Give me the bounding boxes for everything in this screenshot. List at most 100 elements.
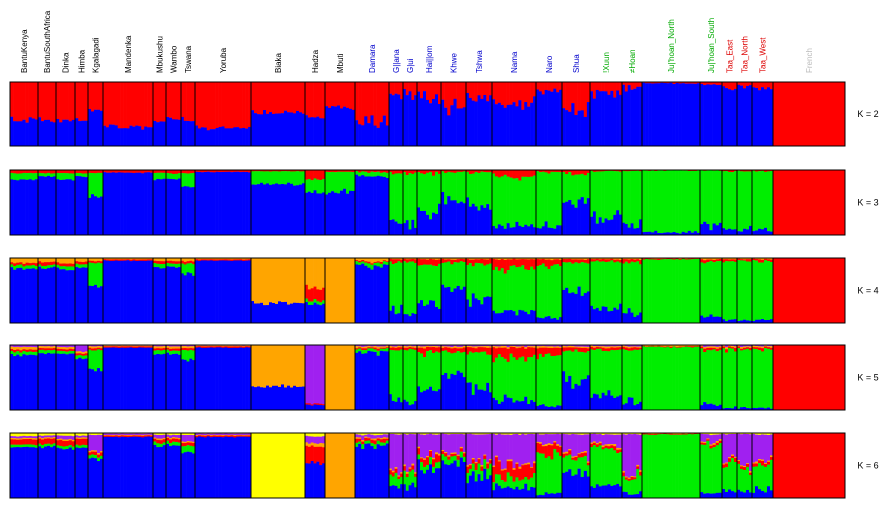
admixture-segment [56,179,60,236]
admixture-segment [382,442,387,446]
admixture-segment [521,226,525,236]
admixture-segment [435,306,439,324]
admixture-segment [91,435,95,451]
admixture-segment [328,170,332,173]
admixture-segment [100,258,104,262]
admixture-segment [592,393,597,411]
admixture-segment [474,206,478,236]
admixture-segment [192,82,196,122]
admixture-segment [310,170,314,181]
admixture-segment [533,354,537,403]
admixture-segment [389,93,393,147]
admixture-segment [373,345,377,347]
admixture-segment [50,447,54,499]
admixture-segment [408,348,412,406]
admixture-segment [559,405,563,411]
admixture-segment [227,258,231,260]
admixture-segment [200,127,205,147]
admixture-segment [397,475,401,477]
admixture-segment [494,483,499,499]
admixture-segment [296,302,300,324]
admixture-segment [147,347,151,411]
admixture-segment [111,345,116,347]
admixture-segment [138,434,142,436]
admixture-segment [821,345,825,411]
admixture-segment [305,170,309,180]
admixture-segment [506,348,510,363]
admixture-segment [105,347,110,411]
admixture-segment [358,434,362,438]
admixture-segment [690,83,695,147]
admixture-segment [648,346,652,411]
admixture-segment [175,258,179,262]
admixture-segment [737,489,741,499]
admixture-segment [706,493,710,499]
admixture-segment [815,345,819,411]
admixture-segment [38,264,42,267]
admixture-segment [571,292,575,324]
admixture-segment [489,258,493,264]
admixture-segment [636,494,640,499]
admixture-segment [681,347,686,411]
admixture-segment [518,347,522,358]
admixture-segment [183,441,187,444]
admixture-segment [450,434,454,453]
admixture-segment [509,353,513,399]
admixture-segment [758,171,762,229]
admixture-segment [718,222,723,236]
admixture-segment [477,463,481,475]
admixture-segment [590,442,594,445]
admixture-segment [503,434,507,469]
admixture-segment [607,259,611,262]
admixture-segment [206,258,211,260]
admixture-segment [105,435,110,437]
admixture-segment [94,284,98,324]
admixture-segment [358,437,362,439]
admixture-segment [426,345,430,348]
admixture-segment [509,309,513,324]
admixture-segment [444,350,448,374]
admixture-segment [355,434,359,438]
admixture-segment [746,433,750,435]
admixture-segment [65,270,69,324]
admixture-segment [325,194,329,236]
admixture-segment [743,465,747,468]
admixture-segment [257,114,261,147]
admixture-segment [480,470,484,481]
admixture-segment [432,347,436,354]
admixture-segment [284,345,288,388]
admixture-segment [56,172,60,180]
admixture-segment [541,404,545,411]
admixture-segment [547,434,551,444]
admixture-segment [281,302,285,324]
admixture-segment [553,317,557,324]
admixture-segment [486,346,490,349]
admixture-segment [178,173,182,179]
admixture-segment [126,258,130,260]
admixture-segment [132,433,136,436]
admixture-segment [489,392,493,411]
admixture-segment [181,82,185,118]
admixture-segment [197,436,202,499]
admixture-segment [373,170,377,173]
admixture-segment [209,259,213,261]
admixture-segment [296,110,300,147]
admixture-segment [678,259,682,261]
admixture-segment [364,171,368,177]
admixture-segment [16,354,20,411]
admixture-segment [162,178,167,236]
admixture-segment [779,345,783,411]
admixture-segment [266,305,270,324]
admixture-segment [749,471,753,473]
admixture-segment [833,170,837,236]
admixture-segment [278,184,282,236]
admixture-segment [586,82,591,103]
admixture-segment [696,259,701,324]
admixture-segment [684,345,689,347]
admixture-segment [607,390,611,411]
admixture-segment [703,85,707,147]
admixture-segment [725,171,729,230]
admixture-segment [571,103,575,147]
admixture-segment [462,433,467,435]
admixture-segment [355,260,359,262]
